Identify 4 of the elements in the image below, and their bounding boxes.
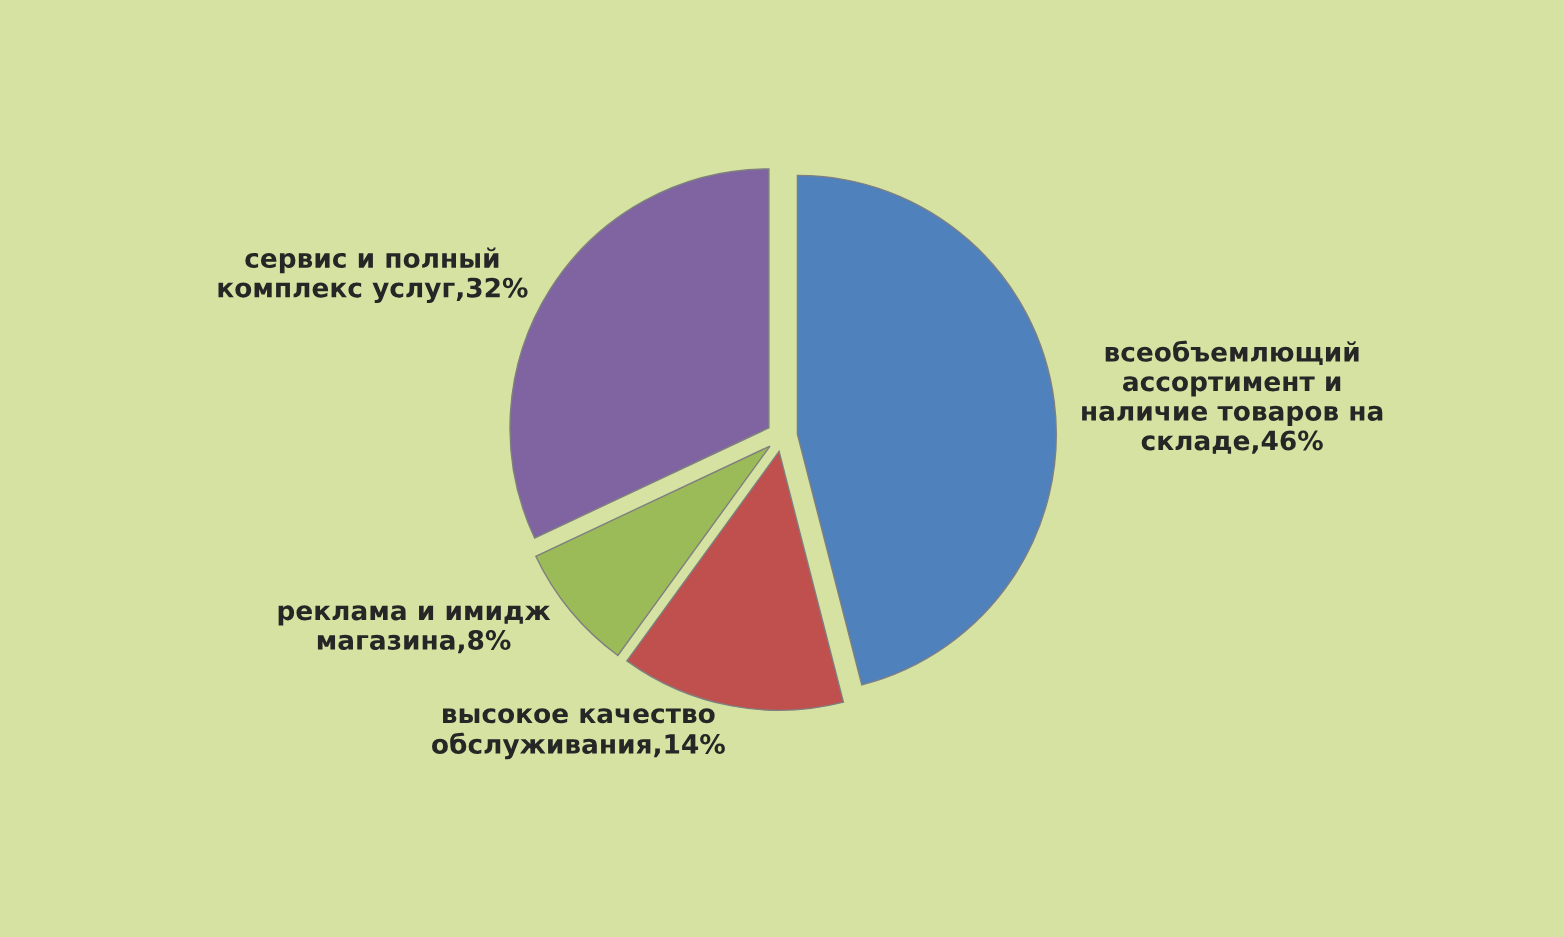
slice-label: реклама и имидж магазина,8% <box>278 605 551 654</box>
slice-label: высокое качество обслуживания,14% <box>432 708 725 760</box>
slice-label: сервис и полный комплекс услуг,32% <box>218 247 528 303</box>
slice-label: всеобъемлющий ассортимент и наличие товаров на складе,46% <box>1082 340 1383 454</box>
